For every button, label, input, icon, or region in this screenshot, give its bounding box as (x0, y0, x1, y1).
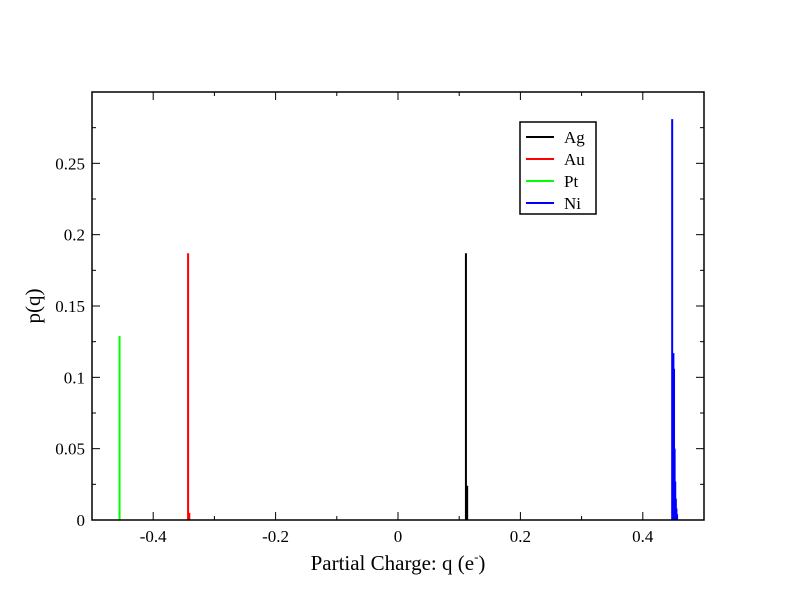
x-tick-label: 0.2 (510, 527, 531, 546)
legend: Ag Au Pt Ni (519, 121, 597, 215)
y-tick-label: 0 (77, 511, 86, 530)
x-axis-title-superscript: - (474, 549, 478, 564)
y-axis-title: p(q) (21, 289, 45, 324)
legend-label-au: Au (564, 150, 585, 169)
x-tick-label: 0 (394, 527, 403, 546)
y-tick-label: 0.25 (55, 154, 85, 173)
y-tick-label: 0.1 (64, 368, 85, 387)
x-tick-label: 0.4 (632, 527, 654, 546)
y-tick-label: 0.2 (64, 226, 85, 245)
x-axis-title-main: Partial Charge: q (e (311, 551, 474, 575)
legend-label-pt: Pt (564, 172, 578, 191)
x-axis-title: Partial Charge: q (e-) (311, 549, 486, 575)
x-axis-title-suffix: ) (478, 551, 485, 575)
legend-label-ag: Ag (564, 128, 585, 147)
y-tick-label: 0.15 (55, 297, 85, 316)
legend-label-ni: Ni (564, 194, 581, 213)
ticks-group: -0.4 -0.2 0 0.2 0.4 0 0.05 0.1 0.15 0.2 0.25 (55, 92, 704, 546)
bars-group (118, 119, 679, 520)
y-tick-label: 0.05 (55, 440, 85, 459)
x-tick-label: -0.2 (262, 527, 289, 546)
plot-frame (91, 91, 705, 521)
x-tick-label: -0.4 (140, 527, 167, 546)
